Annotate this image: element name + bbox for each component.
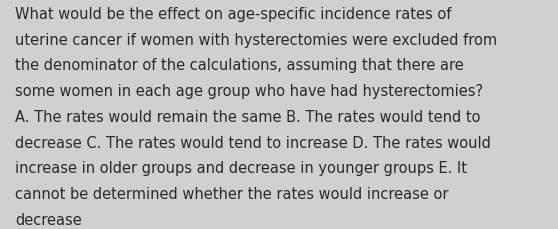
Text: cannot be determined whether the rates would increase or: cannot be determined whether the rates w… — [15, 186, 449, 201]
Text: decrease: decrease — [15, 212, 82, 227]
Text: What would be the effect on age-specific incidence rates of: What would be the effect on age-specific… — [15, 7, 451, 22]
Text: the denominator of the calculations, assuming that there are: the denominator of the calculations, ass… — [15, 58, 464, 73]
Text: decrease C. The rates would tend to increase D. The rates would: decrease C. The rates would tend to incr… — [15, 135, 491, 150]
Text: some women in each age group who have had hysterectomies?: some women in each age group who have ha… — [15, 84, 483, 99]
Text: increase in older groups and decrease in younger groups E. It: increase in older groups and decrease in… — [15, 161, 467, 176]
Text: A. The rates would remain the same B. The rates would tend to: A. The rates would remain the same B. Th… — [15, 109, 480, 124]
Text: uterine cancer if women with hysterectomies were excluded from: uterine cancer if women with hysterectom… — [15, 33, 497, 47]
